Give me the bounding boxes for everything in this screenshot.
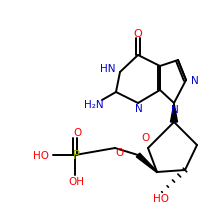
Polygon shape (170, 103, 178, 122)
Text: N: N (135, 104, 143, 114)
Text: O: O (115, 148, 123, 158)
Text: N: N (171, 105, 179, 115)
Text: HO: HO (33, 151, 49, 161)
Text: O: O (73, 128, 81, 138)
Text: O: O (134, 29, 142, 39)
Polygon shape (136, 153, 157, 172)
Text: HO: HO (153, 194, 169, 204)
Text: N: N (191, 76, 199, 86)
Text: H₂N: H₂N (84, 100, 104, 110)
Text: P: P (73, 148, 79, 161)
Text: O: O (141, 133, 149, 143)
Text: OH: OH (68, 177, 84, 187)
Text: HN: HN (99, 64, 115, 74)
